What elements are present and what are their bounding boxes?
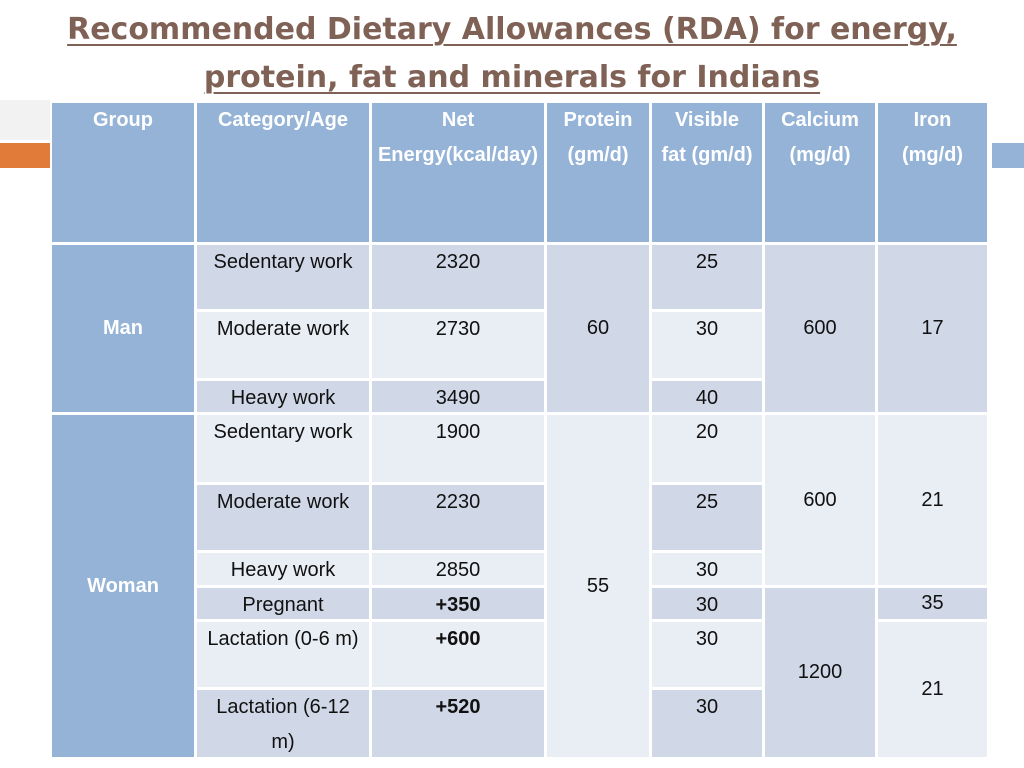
header-cell: Group bbox=[52, 103, 194, 242]
gray-bar bbox=[0, 100, 50, 140]
iron-cell: 17 bbox=[878, 245, 987, 412]
energy-cell: 2230 bbox=[372, 485, 544, 550]
calcium-cell: 1200 bbox=[765, 588, 875, 757]
fat-cell: 30 bbox=[652, 588, 762, 619]
calcium-cell: 600 bbox=[765, 415, 875, 585]
protein-cell: 55 bbox=[547, 415, 649, 757]
category-cell: Heavy work bbox=[197, 553, 369, 585]
header-cell: Net Energy(kcal/day) bbox=[372, 103, 544, 242]
fat-cell: 40 bbox=[652, 381, 762, 412]
fat-cell: 30 bbox=[652, 622, 762, 687]
category-cell: Moderate work bbox=[197, 485, 369, 550]
header-cell: Calcium (mg/d) bbox=[765, 103, 875, 242]
group-cell: Woman bbox=[52, 415, 194, 757]
protein-cell: 60 bbox=[547, 245, 649, 412]
fat-cell: 30 bbox=[652, 312, 762, 378]
iron-cell: 21 bbox=[878, 415, 987, 585]
header-cell: Iron (mg/d) bbox=[878, 103, 987, 242]
category-cell: Lactation (0-6 m) bbox=[197, 622, 369, 687]
blue-bar bbox=[992, 143, 1024, 168]
fat-cell: 25 bbox=[652, 245, 762, 309]
title: Recommended Dietary Allowances (RDA) for… bbox=[67, 12, 957, 95]
header-cell: Category/Age bbox=[197, 103, 369, 242]
category-cell: Pregnant bbox=[197, 588, 369, 619]
category-cell: Sedentary work bbox=[197, 245, 369, 309]
energy-cell: 2320 bbox=[372, 245, 544, 309]
energy-cell: 3490 bbox=[372, 381, 544, 412]
header-cell: Protein (gm/d) bbox=[547, 103, 649, 242]
energy-cell: +350 bbox=[372, 588, 544, 619]
energy-cell: 2850 bbox=[372, 553, 544, 585]
fat-cell: 25 bbox=[652, 485, 762, 550]
fat-cell: 30 bbox=[652, 553, 762, 585]
iron-cell: 35 bbox=[878, 588, 987, 619]
category-cell: Sedentary work bbox=[197, 415, 369, 482]
category-cell: Heavy work bbox=[197, 381, 369, 412]
category-cell: Moderate work bbox=[197, 312, 369, 378]
category-cell: Lactation (6-12 m) bbox=[197, 690, 369, 757]
energy-cell: 1900 bbox=[372, 415, 544, 482]
header-cell: Visible fat (gm/d) bbox=[652, 103, 762, 242]
group-cell: Man bbox=[52, 245, 194, 412]
orange-bar bbox=[0, 143, 50, 168]
energy-cell: +600 bbox=[372, 622, 544, 687]
fat-cell: 20 bbox=[652, 415, 762, 482]
energy-cell: 2730 bbox=[372, 312, 544, 378]
energy-cell: +520 bbox=[372, 690, 544, 757]
fat-cell: 30 bbox=[652, 690, 762, 757]
calcium-cell: 600 bbox=[765, 245, 875, 412]
iron-cell: 21 bbox=[878, 622, 987, 757]
